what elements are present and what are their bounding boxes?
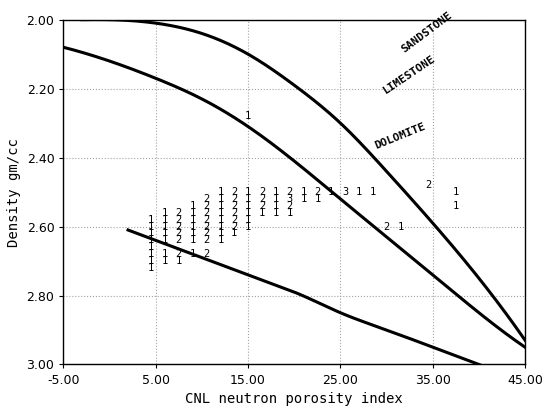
Text: 3: 3 <box>287 194 293 204</box>
Text: 2: 2 <box>287 187 293 197</box>
Y-axis label: Density gm/cc: Density gm/cc <box>7 138 21 247</box>
Text: 2: 2 <box>259 201 265 211</box>
Text: 1: 1 <box>231 228 238 238</box>
Text: 1: 1 <box>273 208 279 218</box>
Text: 1: 1 <box>190 249 196 259</box>
Text: 1: 1 <box>287 208 293 218</box>
Text: 1: 1 <box>300 187 306 197</box>
Text: 1: 1 <box>162 215 168 225</box>
Text: 1: 1 <box>162 256 168 266</box>
Text: 2: 2 <box>175 228 182 238</box>
Text: 2: 2 <box>175 235 182 245</box>
Text: 1: 1 <box>190 201 196 211</box>
Text: DOLOMITE: DOLOMITE <box>373 121 427 151</box>
Text: 1: 1 <box>273 194 279 204</box>
Text: 2: 2 <box>231 194 238 204</box>
Text: 1: 1 <box>245 201 251 211</box>
Text: 1: 1 <box>370 187 376 197</box>
Text: 2: 2 <box>259 194 265 204</box>
Text: 1: 1 <box>148 263 154 273</box>
Text: 1: 1 <box>217 235 223 245</box>
Text: 1: 1 <box>245 215 251 225</box>
Text: 2: 2 <box>231 208 238 218</box>
Text: 1: 1 <box>245 187 251 197</box>
Text: 2: 2 <box>287 201 293 211</box>
Text: 2: 2 <box>204 249 210 259</box>
Text: SANDSTONE: SANDSTONE <box>399 9 454 54</box>
Text: 2: 2 <box>175 215 182 225</box>
Text: 1: 1 <box>190 208 196 218</box>
Text: 1: 1 <box>217 228 223 238</box>
Text: 1: 1 <box>148 215 154 225</box>
Text: 1: 1 <box>356 187 362 197</box>
Text: 2: 2 <box>383 221 390 232</box>
Text: 2: 2 <box>204 235 210 245</box>
Text: 1: 1 <box>162 249 168 259</box>
Text: 2: 2 <box>175 249 182 259</box>
Text: 1: 1 <box>190 221 196 232</box>
Text: 1: 1 <box>453 201 459 211</box>
Text: 1: 1 <box>245 221 251 232</box>
Text: 1: 1 <box>217 215 223 225</box>
Text: 2: 2 <box>204 221 210 232</box>
Text: 2: 2 <box>425 180 431 190</box>
Text: 1: 1 <box>162 208 168 218</box>
Text: 1: 1 <box>190 228 196 238</box>
Text: 1: 1 <box>217 208 223 218</box>
Text: 1: 1 <box>217 194 223 204</box>
Text: 2: 2 <box>259 187 265 197</box>
Text: 2: 2 <box>175 221 182 232</box>
Text: 1: 1 <box>273 201 279 211</box>
Text: 2: 2 <box>204 215 210 225</box>
Text: 2: 2 <box>231 187 238 197</box>
Text: 1: 1 <box>397 221 404 232</box>
Text: 1: 1 <box>328 187 334 197</box>
Text: 2: 2 <box>231 201 238 211</box>
Text: 1: 1 <box>148 228 154 238</box>
Text: 2: 2 <box>231 215 238 225</box>
Text: 2: 2 <box>204 201 210 211</box>
Text: 1: 1 <box>245 208 251 218</box>
Text: 1: 1 <box>217 201 223 211</box>
Text: 2: 2 <box>231 221 238 232</box>
Text: 1: 1 <box>162 221 168 232</box>
Text: 1: 1 <box>162 235 168 245</box>
Text: 1: 1 <box>190 235 196 245</box>
Text: 1: 1 <box>148 256 154 266</box>
Text: 2: 2 <box>175 208 182 218</box>
Text: LIMESTONE: LIMESTONE <box>381 53 437 95</box>
Text: 1: 1 <box>245 111 251 121</box>
Text: 1: 1 <box>300 194 306 204</box>
Text: 1: 1 <box>273 187 279 197</box>
Text: 2: 2 <box>204 228 210 238</box>
Text: 1: 1 <box>148 242 154 252</box>
Text: 2: 2 <box>204 208 210 218</box>
Text: 2: 2 <box>204 194 210 204</box>
Text: 1: 1 <box>148 249 154 259</box>
Text: 1: 1 <box>148 221 154 232</box>
Text: 3: 3 <box>342 187 348 197</box>
Text: 1: 1 <box>259 208 265 218</box>
Text: 1: 1 <box>190 215 196 225</box>
Text: 1: 1 <box>453 187 459 197</box>
Text: 1: 1 <box>175 256 182 266</box>
Text: 1: 1 <box>162 228 168 238</box>
Text: 1: 1 <box>314 194 321 204</box>
Text: 2: 2 <box>314 187 321 197</box>
X-axis label: CNL neutron porosity index: CNL neutron porosity index <box>185 392 403 406</box>
Text: 1: 1 <box>148 235 154 245</box>
Text: 1: 1 <box>217 221 223 232</box>
Text: 1: 1 <box>245 194 251 204</box>
Text: 1: 1 <box>217 187 223 197</box>
